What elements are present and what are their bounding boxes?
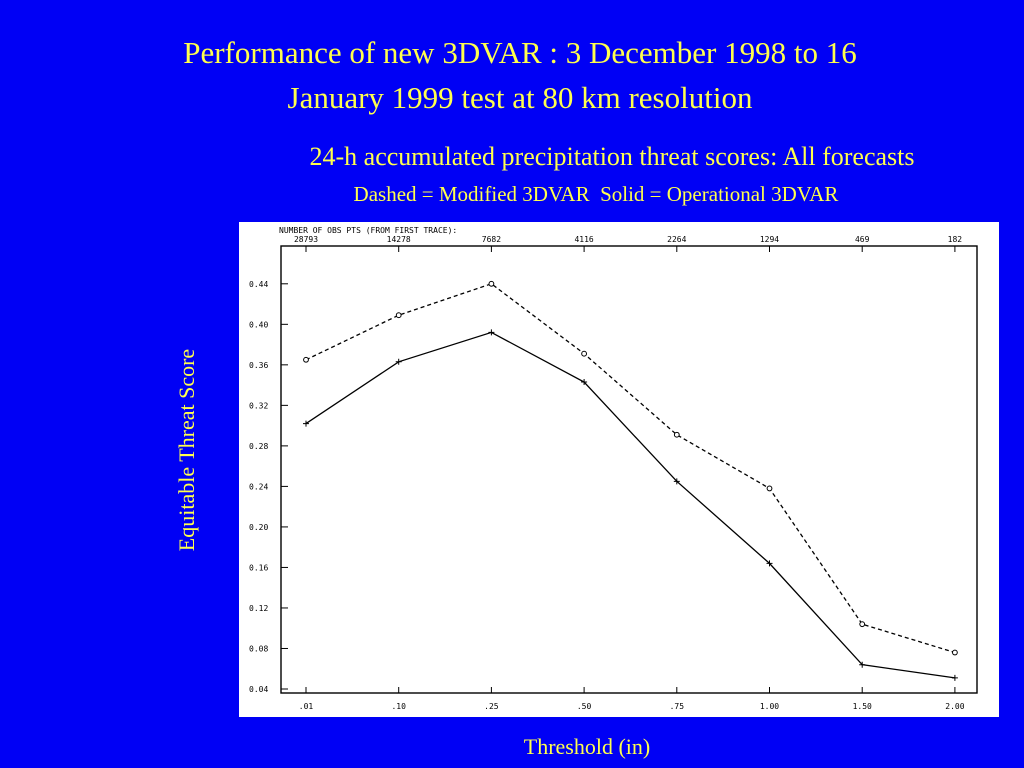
- obs-count-label: 182: [948, 235, 963, 244]
- y-tick-label: 0.40: [249, 320, 268, 329]
- obs-header: NUMBER OF OBS PTS (FROM FIRST TRACE):: [279, 226, 457, 235]
- data-point-operational-3dvar: [581, 379, 588, 386]
- obs-count-label: 28793: [294, 235, 318, 244]
- y-tick-label: 0.44: [249, 280, 268, 289]
- plot-frame: [280, 245, 978, 694]
- data-point-operational-3dvar: [673, 478, 680, 485]
- obs-counts: 28793 14278 7682 4116 2264 1294 469 182: [294, 235, 962, 244]
- x-axis: .01 .10 .25 .50 .75 1.00 1.50 2.00: [299, 246, 965, 711]
- x-axis-label: Threshold (in): [523, 734, 651, 759]
- obs-count-label: 4116: [574, 235, 593, 244]
- data-point-operational-3dvar: [303, 420, 309, 427]
- obs-count-label: 469: [855, 235, 870, 244]
- data-point-operational-3dvar: [951, 674, 958, 681]
- data-point-modified-3dvar: [673, 431, 680, 438]
- data-point-operational-3dvar: [859, 661, 866, 668]
- data-point-modified-3dvar: [766, 485, 773, 492]
- series-layer: [303, 280, 958, 681]
- y-tick-label: 0.28: [249, 442, 268, 451]
- data-point-operational-3dvar: [395, 358, 402, 365]
- x-tick-label: 2.00: [945, 702, 964, 711]
- obs-count-label: 2264: [667, 235, 686, 244]
- x-tick-label: .50: [577, 702, 592, 711]
- threat-score-chart: NUMBER OF OBS PTS (FROM FIRST TRACE): 28…: [249, 226, 978, 711]
- x-tick-label: .01: [299, 702, 314, 711]
- data-point-operational-3dvar: [766, 560, 773, 567]
- obs-count-label: 14278: [387, 235, 411, 244]
- x-tick-label: .10: [391, 702, 406, 711]
- y-tick-label: 0.04: [249, 685, 268, 694]
- data-point-modified-3dvar: [303, 356, 309, 363]
- title-line-1: Performance of new 3DVAR : 3 December 19…: [183, 35, 857, 70]
- x-tick-label: 1.00: [760, 702, 779, 711]
- x-tick-label: .75: [670, 702, 685, 711]
- y-tick-label: 0.32: [249, 401, 268, 410]
- data-point-modified-3dvar: [859, 621, 866, 628]
- y-axis-label: Equitable Threat Score: [174, 348, 199, 552]
- x-tick-label: .25: [484, 702, 499, 711]
- y-tick-label: 0.12: [249, 604, 268, 613]
- y-tick-label: 0.36: [249, 361, 268, 370]
- obs-count-label: 1294: [760, 235, 779, 244]
- y-tick-label: 0.24: [249, 482, 268, 491]
- series-line-operational-3dvar: [305, 331, 955, 679]
- data-point-modified-3dvar: [952, 649, 958, 656]
- chart-panel: NUMBER OF OBS PTS (FROM FIRST TRACE): 28…: [239, 222, 999, 717]
- y-tick-label: 0.20: [249, 523, 268, 532]
- obs-count-label: 7682: [482, 235, 501, 244]
- slide-title: Performance of new 3DVAR : 3 December 19…: [0, 30, 1024, 120]
- data-point-modified-3dvar: [581, 350, 588, 357]
- data-point-modified-3dvar: [395, 312, 402, 319]
- series-line-modified-3dvar: [305, 283, 956, 654]
- line-style-legend: Dashed = Modified 3DVAR Solid = Operatio…: [353, 182, 839, 206]
- chart-subtitle: 24-h accumulated precipitation threat sc…: [309, 142, 915, 171]
- data-point-operational-3dvar: [488, 329, 495, 336]
- title-line-2: January 1999 test at 80 km resolution: [287, 80, 753, 115]
- data-point-modified-3dvar: [488, 280, 495, 287]
- y-tick-label: 0.08: [249, 644, 268, 653]
- y-axis: 0.04 0.08 0.12 0.16 0.20 0.24 0.28 0.32 0.36 0.40…: [249, 280, 288, 694]
- x-tick-label: 1.50: [853, 702, 872, 711]
- y-tick-label: 0.16: [249, 563, 268, 572]
